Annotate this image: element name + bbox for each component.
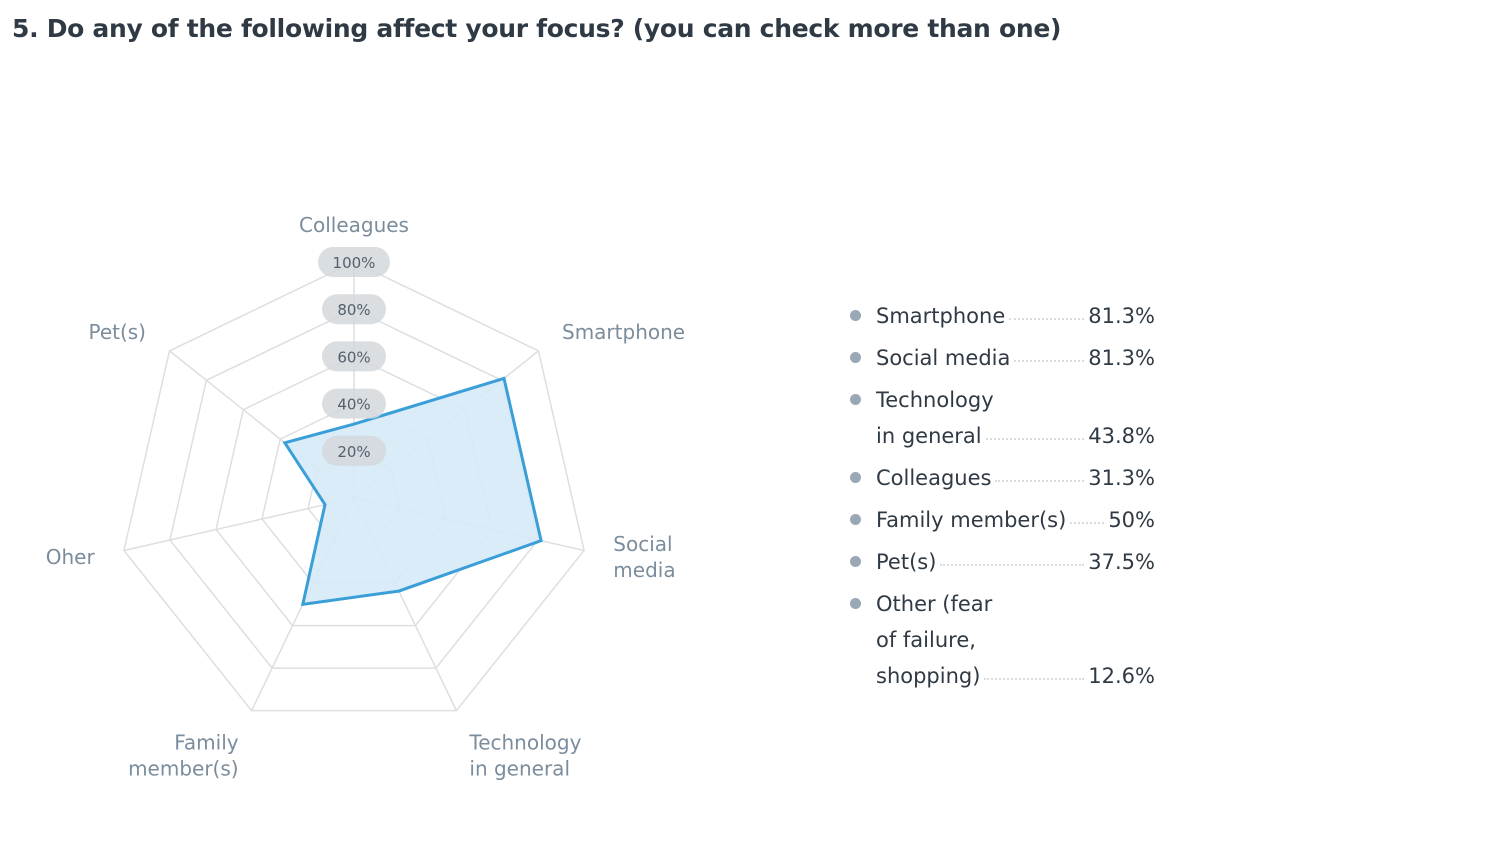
legend-item: Colleagues 31.3% — [850, 460, 1155, 496]
legend-value: 31.3% — [1088, 466, 1155, 490]
legend-label: shopping) — [876, 664, 981, 688]
tick-80-percent: 80% — [322, 294, 386, 325]
grid-spoke — [123, 497, 355, 552]
radar-chart: 20% 40% 60% 80% 100% Colleagues Smartphone Soci… — [46, 213, 685, 781]
legend-label: Colleagues — [876, 466, 992, 490]
legend-leader — [995, 480, 1085, 482]
tick-label: 20% — [337, 443, 370, 461]
tick-badge — [322, 341, 386, 372]
legend-bullet-icon — [850, 598, 861, 609]
tick-label: 80% — [337, 301, 370, 319]
tick-badge — [318, 247, 390, 277]
tick-badge — [322, 388, 386, 419]
tick-badge — [322, 294, 386, 325]
legend-item: Smartphone 81.3% — [850, 298, 1155, 334]
legend-label: Technology — [876, 388, 994, 412]
legend-leader — [985, 438, 1085, 440]
axis-label: Colleagues — [299, 213, 409, 237]
legend-value: 81.3% — [1088, 304, 1155, 328]
data-series-area — [282, 376, 543, 607]
legend-value: 50% — [1108, 508, 1155, 532]
tick-60-percent: 60% — [322, 341, 386, 372]
tick-badge — [322, 435, 386, 466]
legend-label: Family member(s) — [876, 508, 1067, 532]
legend-bullet-icon — [850, 514, 861, 525]
legend-label: Smartphone — [876, 304, 1006, 328]
legend-item: Pet(s) 37.5% — [850, 544, 1155, 580]
legend-leader — [940, 564, 1085, 566]
tick-label: 60% — [337, 348, 370, 366]
legend-bullet-icon — [850, 394, 861, 405]
legend-value: 43.8% — [1088, 424, 1155, 448]
legend-label: in general — [876, 424, 982, 448]
legend-label: Other (fear — [876, 592, 993, 616]
axis-label: Pet(s) — [88, 320, 146, 344]
tick-20-percent: 20% — [322, 435, 386, 466]
legend-value: 12.6% — [1088, 664, 1155, 688]
legend-bullet-icon — [850, 352, 861, 363]
legend-leader — [1014, 360, 1085, 362]
axis-label: Oher — [46, 545, 96, 569]
page-title: 5. Do any of the following affect your f… — [12, 14, 1062, 43]
legend-leader — [1009, 318, 1085, 320]
legend-item: Other (fear of failure, shopping) 12.6% — [850, 586, 1155, 694]
grid-ring — [123, 261, 585, 712]
tick-40-percent: 40% — [322, 388, 386, 419]
legend-leader — [984, 678, 1085, 680]
legend-value: 37.5% — [1088, 550, 1155, 574]
chart-legend: Smartphone 81.3% Social media 81.3% Technolo… — [850, 298, 1155, 700]
legend-item: Family member(s) 50% — [850, 502, 1155, 538]
axis-label: Technology in general — [468, 731, 581, 781]
legend-bullet-icon — [850, 310, 861, 321]
legend-bullet-icon — [850, 556, 861, 567]
axis-label: Social media — [613, 532, 675, 582]
legend-label: Pet(s) — [876, 550, 937, 574]
tick-label: 40% — [337, 396, 370, 414]
legend-value: 81.3% — [1088, 346, 1155, 370]
tick-label: 100% — [333, 254, 376, 272]
axis-label: Smartphone — [562, 320, 685, 344]
legend-leader — [1070, 522, 1105, 524]
axis-label: Family member(s) — [128, 731, 239, 781]
tick-100-percent: 100% — [318, 247, 390, 277]
legend-label: Social media — [876, 346, 1011, 370]
legend-item: Social media 81.3% — [850, 340, 1155, 376]
legend-label: of failure, — [876, 628, 976, 652]
legend-item: Technology in general 43.8% — [850, 382, 1155, 454]
legend-bullet-icon — [850, 472, 861, 483]
